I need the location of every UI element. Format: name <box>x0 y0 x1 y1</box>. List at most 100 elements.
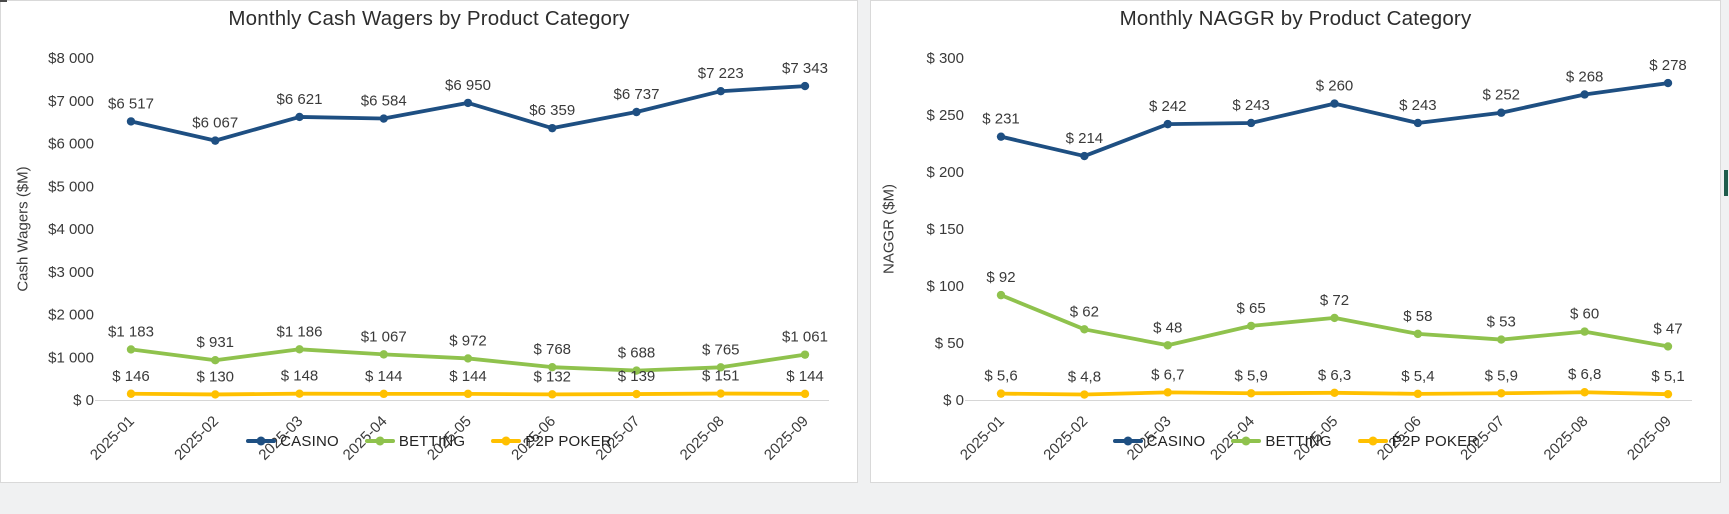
data-label: $ 6,7 <box>1151 366 1184 383</box>
data-label: $ 144 <box>365 368 403 385</box>
chart-title: Monthly NAGGR by Product Category <box>1119 7 1472 30</box>
data-point-p2p-poker <box>1163 388 1172 397</box>
data-point-betting <box>1246 321 1256 331</box>
data-point-casino <box>1246 118 1256 128</box>
y-tick-label: $6 000 <box>48 136 94 153</box>
data-label: $6 067 <box>192 115 238 132</box>
data-point-casino <box>548 123 557 133</box>
data-point-betting <box>800 350 810 359</box>
data-label: $ 5,4 <box>1401 368 1434 385</box>
y-tick-label: $1 000 <box>48 349 94 366</box>
data-point-casino <box>1413 118 1423 128</box>
data-point-p2p-poker <box>295 389 304 398</box>
data-point-p2p-poker <box>996 389 1006 398</box>
y-tick-label: $ 150 <box>926 221 964 238</box>
data-point-p2p-poker <box>126 389 136 398</box>
data-label: $ 139 <box>618 368 656 385</box>
data-label: $ 972 <box>449 332 487 349</box>
legend-marker-dot <box>256 436 266 446</box>
legend-marker-dot <box>1123 436 1133 446</box>
data-point-p2p-poker <box>463 389 473 399</box>
data-point-betting <box>379 350 388 359</box>
data-point-p2p-poker <box>632 389 641 399</box>
data-label: $ 53 <box>1487 314 1516 331</box>
legend-marker-dot <box>1368 436 1378 446</box>
legend-marker-dot <box>375 436 385 446</box>
data-label: $ 5,9 <box>1485 367 1518 384</box>
data-label: $ 243 <box>1399 97 1437 114</box>
data-point-casino <box>1663 78 1673 88</box>
data-label: $ 47 <box>1653 320 1682 337</box>
y-tick-label: $8 000 <box>48 50 94 67</box>
y-tick-label: $7 000 <box>48 93 94 110</box>
data-point-betting <box>295 345 304 354</box>
legend-line-swatch <box>491 436 522 446</box>
data-label: $ 5,6 <box>984 368 1017 385</box>
data-point-casino <box>716 87 725 96</box>
data-label: $ 92 <box>986 269 1015 286</box>
data-label: $ 48 <box>1153 319 1182 336</box>
data-point-betting <box>1330 313 1339 323</box>
data-label: $ 252 <box>1482 87 1520 104</box>
legend-item-betting: BETTING <box>364 433 465 450</box>
data-label: $ 278 <box>1649 57 1687 74</box>
naggr-chart-panel: Monthly NAGGR by Product Category NAGGR … <box>870 0 1721 483</box>
data-point-betting <box>1663 342 1673 351</box>
legend-item-casino: CASINO <box>1112 433 1206 450</box>
data-point-casino <box>295 112 304 122</box>
data-label: $ 6,3 <box>1318 367 1351 384</box>
data-point-betting <box>211 355 220 365</box>
data-point-casino <box>1330 99 1339 108</box>
data-label: $ 260 <box>1316 78 1354 95</box>
cash-wagers-plot-area: $8 000 $7 000 $6 000 $5 000 $4 000 $3 000 $2 0… <box>48 50 829 464</box>
y-tick-label: $ 50 <box>935 335 964 352</box>
data-point-p2p-poker <box>800 389 810 399</box>
data-point-p2p-poker <box>211 390 220 399</box>
data-label: $ 768 <box>533 341 571 358</box>
y-tick-label: $2 000 <box>48 307 94 324</box>
data-point-betting <box>1413 329 1423 339</box>
data-point-betting <box>1580 327 1589 336</box>
data-label: $ 6,8 <box>1568 366 1601 383</box>
y-tick-label: $3 000 <box>48 264 94 281</box>
data-point-betting <box>1080 325 1089 334</box>
series-line-casino <box>129 84 807 143</box>
legend-item-betting: BETTING <box>1231 433 1332 450</box>
data-label: $ 931 <box>196 334 234 351</box>
data-label: $ 144 <box>449 368 487 385</box>
legend-label: CASINO <box>280 432 339 450</box>
data-label: $6 517 <box>108 95 154 112</box>
y-tick-label: $ 200 <box>926 164 964 181</box>
data-label: $ 242 <box>1149 98 1187 115</box>
data-point-casino <box>1163 119 1172 129</box>
data-label: $6 621 <box>277 91 323 108</box>
legend-item-p2p-poker: P2P POKER <box>1357 433 1479 450</box>
data-point-betting <box>126 345 136 354</box>
y-tick-label: $ 0 <box>73 392 94 409</box>
chart-title: Monthly Cash Wagers by Product Category <box>228 7 630 30</box>
data-label: $ 144 <box>786 368 824 385</box>
data-label: $ 5,1 <box>1651 368 1684 385</box>
data-point-betting <box>996 290 1006 300</box>
data-label: $ 130 <box>196 368 234 385</box>
scrollbar-thumb[interactable] <box>1724 170 1728 196</box>
data-point-p2p-poker <box>1080 390 1089 399</box>
data-label: $ 72 <box>1320 292 1349 309</box>
chart-legend: CASINO BETTING P2P POKER <box>871 430 1720 452</box>
data-point-casino <box>996 132 1006 141</box>
data-label: $7 343 <box>782 60 828 77</box>
data-label: $6 737 <box>614 86 660 103</box>
data-point-casino <box>379 114 388 123</box>
data-label: $1 186 <box>277 323 323 340</box>
y-tick-label: $ 100 <box>926 278 964 295</box>
data-label: $ 765 <box>702 341 740 358</box>
legend-item-p2p-poker: P2P POKER <box>491 433 612 450</box>
data-point-p2p-poker <box>1663 389 1673 399</box>
data-label: $ 58 <box>1403 308 1432 325</box>
data-point-betting <box>463 354 473 363</box>
legend-line-swatch <box>364 436 395 446</box>
y-tick-label: $ 250 <box>926 107 964 124</box>
y-tick-label: $4 000 <box>48 221 94 238</box>
data-point-betting <box>548 362 557 372</box>
